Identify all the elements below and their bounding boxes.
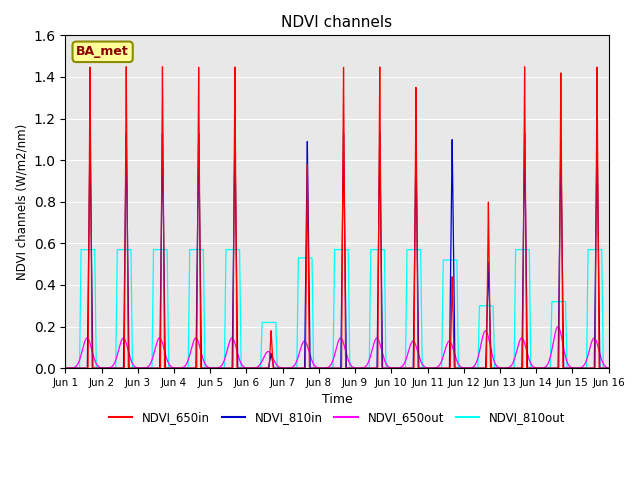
Line: NDVI_810in: NDVI_810in (65, 133, 609, 368)
Text: BA_met: BA_met (76, 45, 129, 58)
NDVI_810in (99, 365, 106, 371)
NDVI_810in (192, 353, 200, 359)
NDVI_810out (356, 365, 364, 371)
Y-axis label: NDVI channels (W/m2/nm): NDVI channels (W/m2/nm) (15, 124, 28, 280)
Title: NDVI channels: NDVI channels (282, 15, 392, 30)
NDVI_650in (356, 365, 364, 371)
NDVI_650out (554, 324, 562, 329)
NDVI_650out (99, 365, 106, 371)
NDVI_650out (465, 365, 472, 371)
NDVI_810in (388, 365, 396, 371)
NDVI_650in (605, 365, 612, 371)
NDVI_810in (465, 365, 472, 371)
NDVI_810out (388, 365, 396, 371)
Line: NDVI_650in: NDVI_650in (65, 67, 609, 368)
NDVI_650out (605, 365, 612, 371)
NDVI_650out (388, 365, 396, 371)
NDVI_810in (61, 365, 69, 371)
NDVI_810in (269, 363, 277, 369)
NDVI_650out (269, 356, 277, 362)
NDVI_810in (122, 131, 130, 136)
Line: NDVI_810out: NDVI_810out (65, 250, 609, 368)
NDVI_650out (192, 335, 200, 341)
NDVI_650out (61, 365, 69, 371)
NDVI_810in (356, 365, 364, 371)
X-axis label: Time: Time (322, 394, 353, 407)
NDVI_810in (605, 365, 612, 371)
NDVI_810out (77, 247, 85, 252)
Legend: NDVI_650in, NDVI_810in, NDVI_650out, NDVI_810out: NDVI_650in, NDVI_810in, NDVI_650out, NDV… (104, 407, 570, 429)
Line: NDVI_650out: NDVI_650out (65, 326, 609, 368)
NDVI_810out (465, 365, 472, 371)
NDVI_650in (465, 365, 472, 371)
NDVI_650in (269, 365, 277, 371)
NDVI_650in (122, 64, 130, 70)
NDVI_810out (192, 247, 200, 252)
NDVI_810out (605, 365, 612, 371)
NDVI_650in (61, 365, 69, 371)
NDVI_650in (192, 365, 200, 371)
NDVI_810out (61, 365, 69, 371)
NDVI_650in (388, 365, 396, 371)
NDVI_810out (269, 320, 277, 325)
NDVI_650in (99, 365, 106, 371)
NDVI_810out (99, 365, 106, 371)
NDVI_650out (356, 365, 364, 371)
